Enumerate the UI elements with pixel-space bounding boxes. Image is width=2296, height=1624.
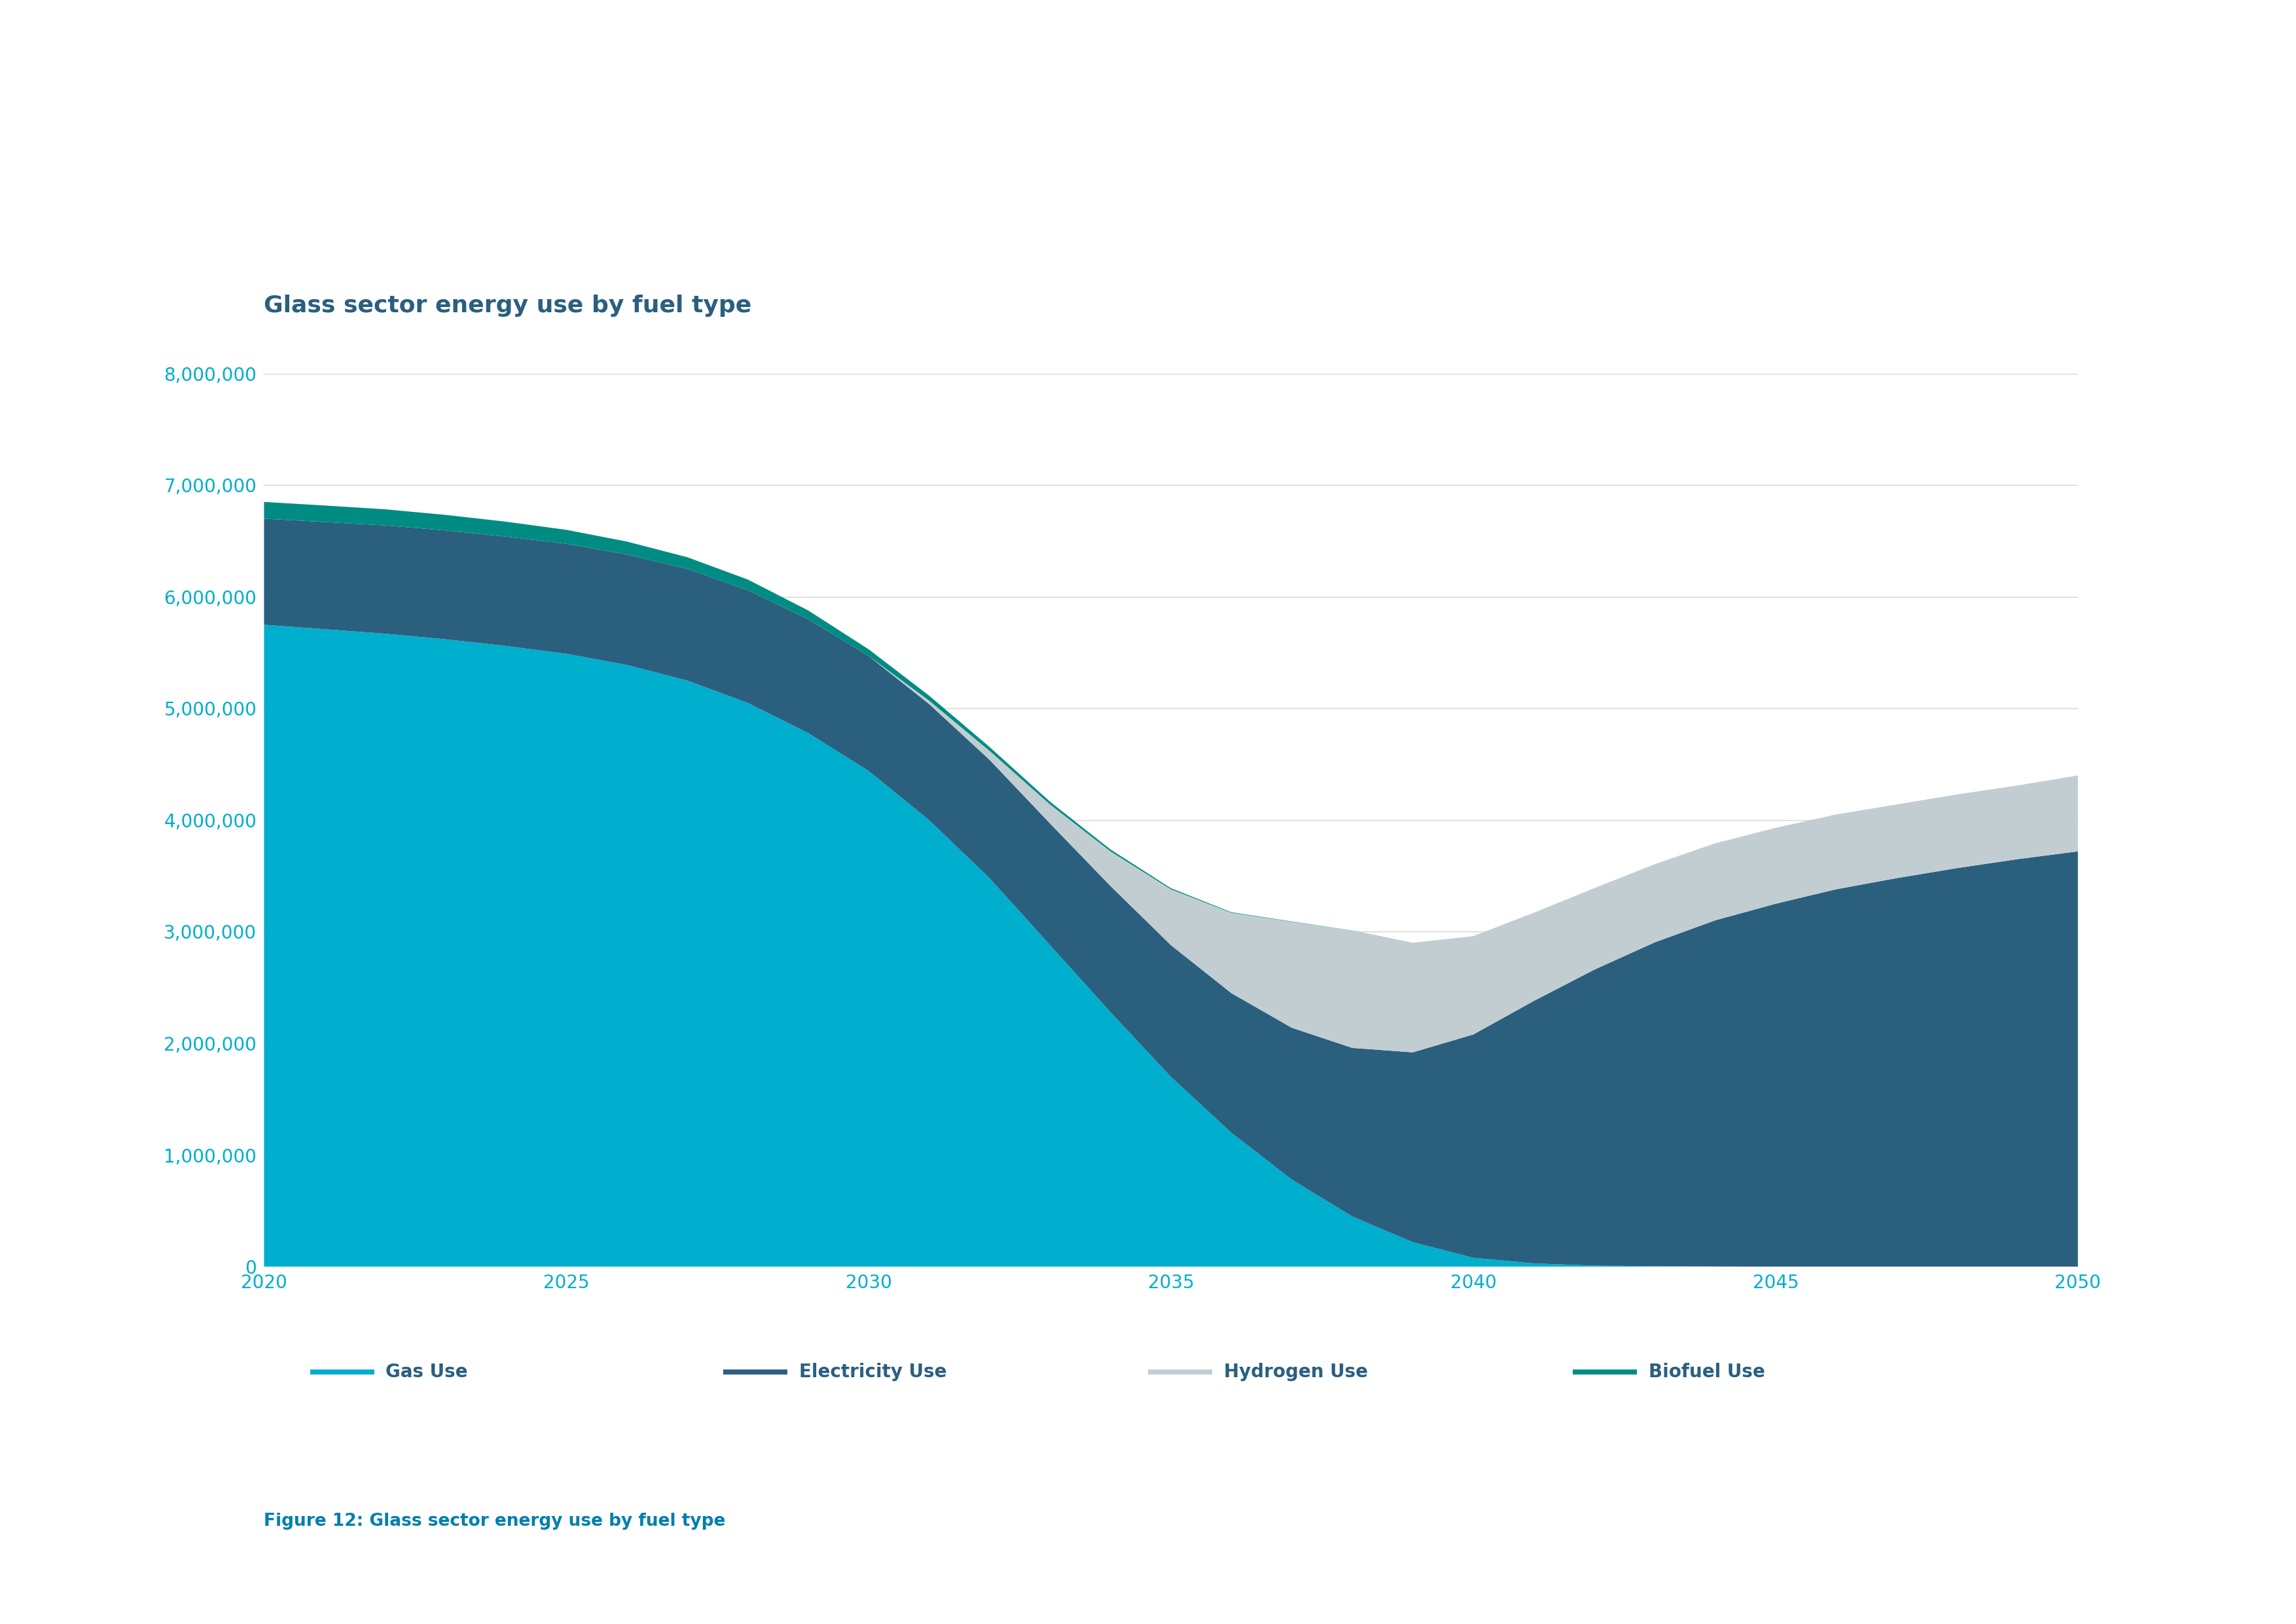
Text: Biofuel Use: Biofuel Use xyxy=(1649,1363,1766,1382)
Text: Electricity Use: Electricity Use xyxy=(799,1363,946,1382)
Text: Glass sector energy use by fuel type: Glass sector energy use by fuel type xyxy=(264,294,751,317)
Text: Gas Use: Gas Use xyxy=(386,1363,468,1382)
Text: Hydrogen Use: Hydrogen Use xyxy=(1224,1363,1368,1382)
Text: Figure 12: Glass sector energy use by fuel type: Figure 12: Glass sector energy use by fu… xyxy=(264,1514,726,1530)
